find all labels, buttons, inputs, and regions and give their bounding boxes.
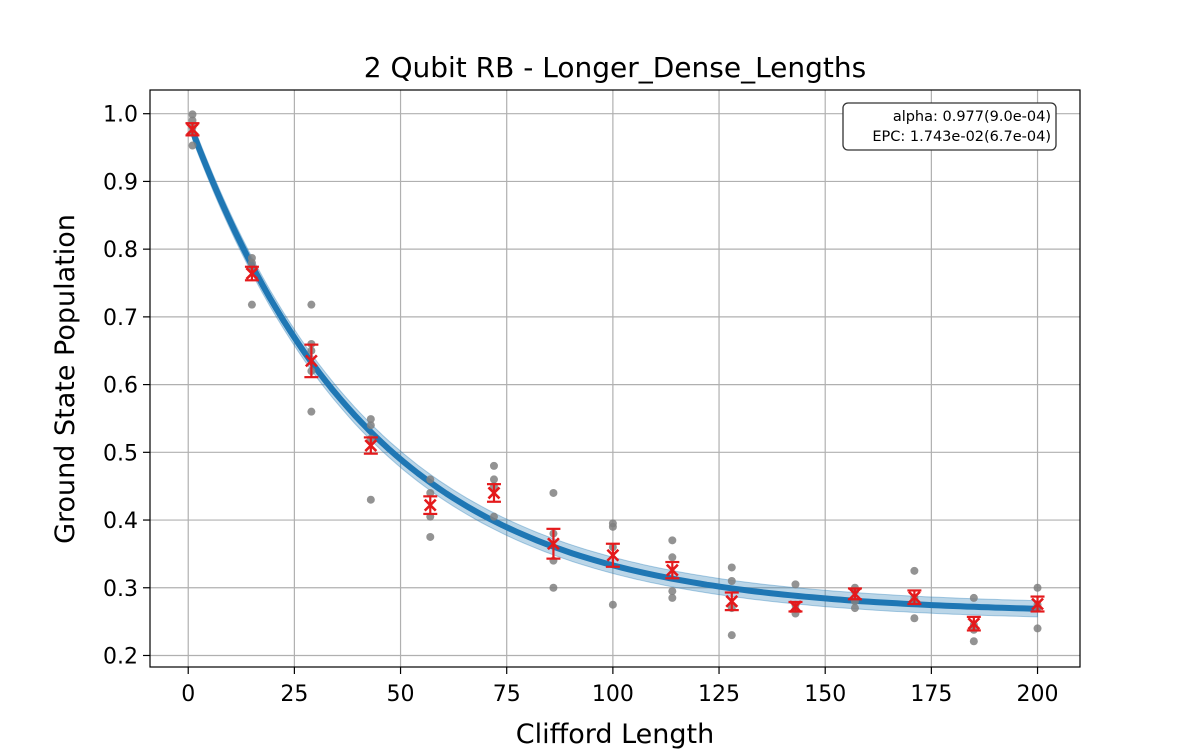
raw-sample-point [727, 563, 736, 572]
mean-error-bar [788, 600, 803, 614]
annotation-alpha: alpha: 0.977(9.0e-04) [893, 109, 1051, 125]
mean-error-bar [907, 589, 922, 606]
raw-sample-point [727, 631, 736, 640]
raw-sample-point [969, 637, 978, 646]
x-tick-label: 0 [181, 682, 195, 707]
mean-error-bar [423, 495, 438, 516]
raw-sample-point [1033, 624, 1042, 633]
mean-error-bar [665, 560, 680, 580]
raw-sample-point [426, 475, 435, 484]
y-tick-label: 0.5 [103, 441, 138, 466]
mean-error-bar [546, 527, 561, 560]
annotation-epc: EPC: 1.743e-02(6.7e-04) [872, 129, 1051, 145]
raw-sample-point [366, 415, 375, 424]
raw-sample-point [188, 110, 197, 119]
raw-sample-point [668, 536, 677, 545]
y-axis-title: Ground State Population [50, 214, 81, 544]
fit-confidence-band [192, 122, 1038, 618]
raw-sample-point [549, 488, 558, 497]
y-tick-label: 0.9 [103, 170, 138, 195]
mean-error-bars [185, 122, 1045, 632]
x-tick-label: 200 [1017, 682, 1059, 707]
fit-annotation-box: alpha: 0.977(9.0e-04) EPC: 1.743e-02(6.7… [842, 102, 1057, 151]
y-tick-label: 0.3 [103, 577, 138, 602]
plot-frame [149, 89, 1081, 668]
x-tick-label: 175 [910, 682, 952, 707]
raw-sample-point [910, 566, 919, 575]
x-axis-title: Clifford Length [516, 719, 714, 750]
fit-line [189, 128, 1041, 612]
mean-error-bar [847, 587, 862, 601]
raw-sample-point [307, 300, 316, 309]
raw-sample-point [608, 522, 617, 531]
chart-title: 2 Qubit RB - Longer_Dense_Lengths [364, 51, 867, 84]
mean-error-bar [363, 436, 378, 455]
raw-sample-point [969, 593, 978, 602]
raw-sample-point [489, 512, 498, 521]
raw-sample-point [910, 614, 919, 623]
raw-sample-point [549, 583, 558, 592]
raw-sample-point [850, 604, 859, 613]
raw-sample-point [366, 495, 375, 504]
y-tick-label: 0.4 [103, 509, 138, 534]
mean-error-bar [1030, 595, 1045, 613]
y-tick-label: 0.7 [103, 306, 138, 331]
x-tick-label: 125 [698, 682, 740, 707]
y-tick-label: 0.6 [103, 374, 138, 399]
annotation-frame [842, 102, 1057, 151]
mean-error-bar [185, 122, 200, 137]
fit-curve [189, 128, 1041, 612]
mean-error-bar [724, 591, 739, 612]
raw-sample-point [791, 580, 800, 589]
raw-sample-point [307, 407, 316, 416]
y-tick-label: 1.0 [103, 103, 138, 128]
raw-sample-point [247, 300, 256, 309]
raw-sample-point [247, 258, 256, 267]
mean-error-bar [304, 343, 319, 379]
y-tick-label: 0.2 [103, 644, 138, 669]
raw-sample-point [1033, 583, 1042, 592]
raw-sample-point [668, 587, 677, 596]
x-tick-label: 150 [804, 682, 846, 707]
mean-error-bar [966, 615, 981, 632]
raw-sample-point [668, 593, 677, 602]
grid-lines [150, 90, 1080, 667]
fit-band [192, 122, 1038, 618]
raw-sample-point [366, 421, 375, 430]
raw-sample-point [608, 600, 617, 609]
raw-sample-point [426, 488, 435, 497]
x-tick-label: 50 [387, 682, 415, 707]
raw-sample-point [668, 553, 677, 562]
x-tick-label: 75 [493, 682, 521, 707]
x-axis-ticks: 0 25 50 75 100 125 150 175 200 [181, 667, 1059, 707]
mean-error-bar [244, 265, 259, 282]
x-tick-label: 100 [592, 682, 634, 707]
raw-sample-point [188, 141, 197, 150]
raw-sample-point [489, 461, 498, 470]
x-tick-label: 25 [280, 682, 308, 707]
y-axis-ticks: 0.2 0.3 0.4 0.5 0.6 0.7 0.8 0.9 1.0 [103, 103, 150, 669]
raw-sample-point [426, 532, 435, 541]
mean-error-bar [605, 542, 620, 568]
y-tick-label: 0.8 [103, 238, 138, 263]
mean-error-bar [486, 483, 501, 503]
raw-sample-point [489, 475, 498, 484]
raw-sample-point [727, 576, 736, 585]
